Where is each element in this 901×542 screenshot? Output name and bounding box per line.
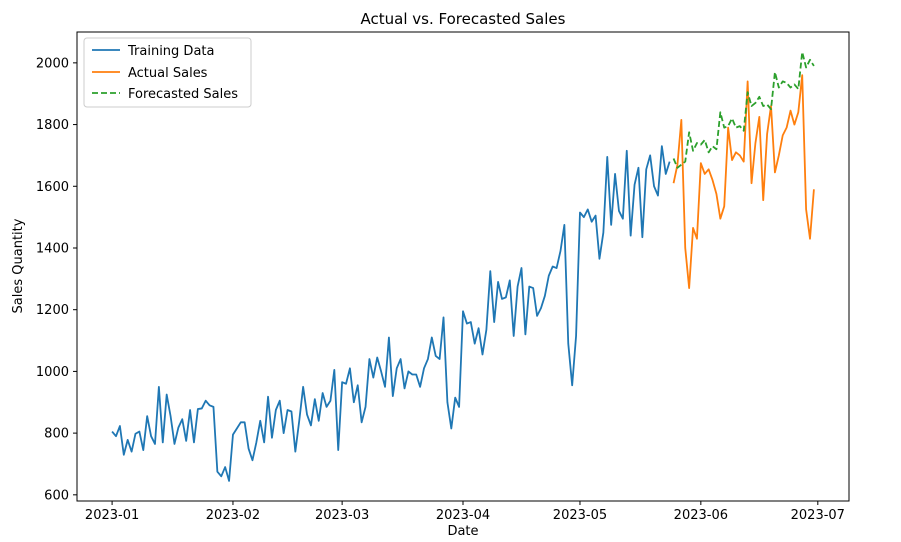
x-tick-label: 2023-04	[436, 508, 490, 523]
x-tick-label: 2023-06	[674, 508, 728, 523]
series-line-forecasted-sales	[672, 51, 815, 169]
legend-label-actual: Actual Sales	[128, 66, 208, 81]
plot-area	[111, 51, 815, 482]
series-line-training-data	[111, 145, 671, 482]
y-axis: 600 800 1000 1200 1400 1600 1800 2000	[36, 56, 77, 503]
x-axis: 2023-01 2023-02 2023-03 2023-04 2023-05 2023-…	[85, 501, 845, 523]
legend-box	[83, 37, 252, 108]
chart-title: Actual vs. Forecasted Sales	[361, 10, 566, 28]
x-tick-label: 2023-03	[315, 508, 369, 523]
x-axis-label: Date	[447, 524, 478, 539]
x-tick-label: 2023-01	[85, 508, 139, 523]
legend-label-forecast: Forecasted Sales	[128, 87, 238, 102]
legend: Training Data Actual Sales Forecasted Sa…	[83, 37, 252, 108]
x-tick-label: 2023-07	[791, 508, 845, 523]
y-tick-label: 1400	[36, 241, 69, 256]
series-line-actual-sales	[672, 74, 815, 290]
y-tick-label: 1200	[36, 303, 69, 318]
y-tick-label: 800	[44, 427, 69, 442]
y-tick-label: 2000	[36, 56, 69, 71]
legend-label-training: Training Data	[127, 44, 214, 59]
y-axis-label: Sales Quantity	[11, 218, 26, 313]
y-tick-label: 1600	[36, 180, 69, 195]
y-tick-label: 1800	[36, 118, 69, 133]
y-tick-label: 1000	[36, 365, 69, 380]
x-tick-label: 2023-02	[206, 508, 260, 523]
x-tick-label: 2023-05	[553, 508, 607, 523]
y-tick-label: 600	[44, 488, 69, 503]
